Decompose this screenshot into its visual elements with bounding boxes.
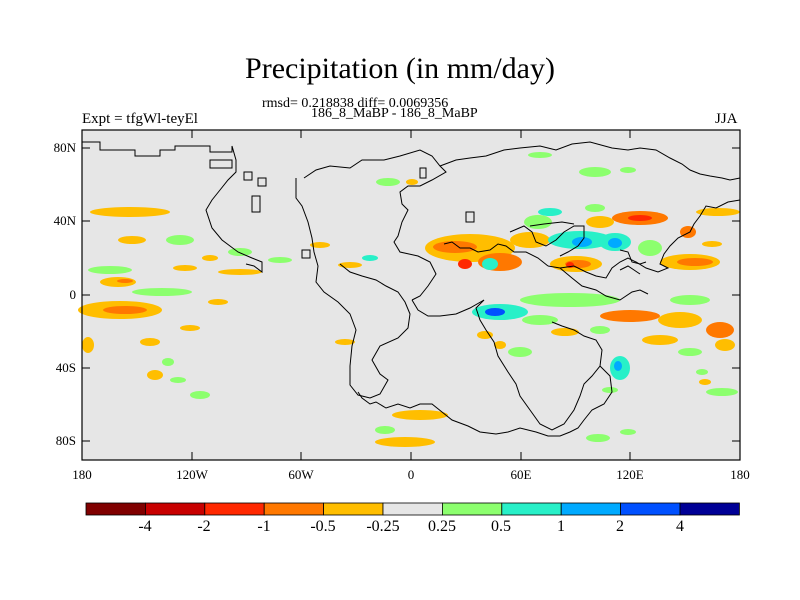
lon-label-120w: 120W bbox=[176, 467, 208, 482]
precip-anomalies bbox=[78, 152, 740, 447]
colorbar-swatch bbox=[560, 502, 622, 516]
lon-label-60e: 60E bbox=[510, 467, 532, 482]
colorbar-swatch bbox=[144, 502, 206, 516]
colorbar bbox=[85, 502, 740, 516]
lat-label-40s: 40S bbox=[55, 360, 76, 375]
plot-title: Precipitation (in mm/day) bbox=[245, 52, 555, 85]
colorbar-swatch bbox=[204, 502, 265, 516]
lat-label-80s: 80S bbox=[55, 433, 76, 448]
season-label: JJA bbox=[715, 111, 738, 127]
lon-label-180w: 180 bbox=[72, 467, 92, 482]
colorbar-label: 2 bbox=[616, 518, 624, 535]
colorbar-swatch bbox=[501, 502, 562, 516]
lon-label-60w: 60W bbox=[288, 467, 314, 482]
lat-label-40n: 40N bbox=[53, 213, 76, 228]
colorbar-label: -0.5 bbox=[310, 518, 336, 535]
colorbar-label: -0.25 bbox=[366, 518, 400, 535]
colorbar-swatch bbox=[85, 502, 146, 516]
colorbar-swatch bbox=[620, 502, 681, 516]
stats-subtitle: rmsd= 0.218838 diff= 0.0069356 bbox=[262, 96, 449, 111]
colorbar-label: 0.25 bbox=[428, 518, 456, 535]
lat-label-80n: 80N bbox=[53, 140, 76, 155]
colorbar-label: 1 bbox=[557, 518, 565, 535]
colorbar-swatch bbox=[323, 502, 384, 516]
colorbar-label: -2 bbox=[197, 518, 211, 535]
colorbar-label: -4 bbox=[138, 518, 152, 535]
colorbar-swatch bbox=[263, 502, 325, 516]
colorbar-label: 0.5 bbox=[491, 518, 511, 535]
colorbar-swatch bbox=[382, 502, 443, 516]
lon-label-0: 0 bbox=[407, 467, 415, 482]
cases-subtitle: 186_8_MaBP - 186_8_MaBP bbox=[311, 106, 478, 121]
lat-label-eq: 0 bbox=[69, 287, 77, 302]
experiment-label: Expt = tfgWl-teyEl bbox=[82, 111, 198, 127]
continent-outlines bbox=[81, 141, 741, 437]
colorbar-swatch bbox=[441, 502, 503, 516]
lon-label-120e: 120E bbox=[616, 467, 644, 482]
map-background bbox=[82, 130, 740, 460]
colorbar-label: 4 bbox=[676, 518, 684, 535]
colorbar-label: -1 bbox=[257, 518, 271, 535]
colorbar-swatch bbox=[679, 502, 740, 516]
axis-ticks bbox=[81, 130, 741, 460]
lon-label-180e: 180 bbox=[730, 467, 750, 482]
